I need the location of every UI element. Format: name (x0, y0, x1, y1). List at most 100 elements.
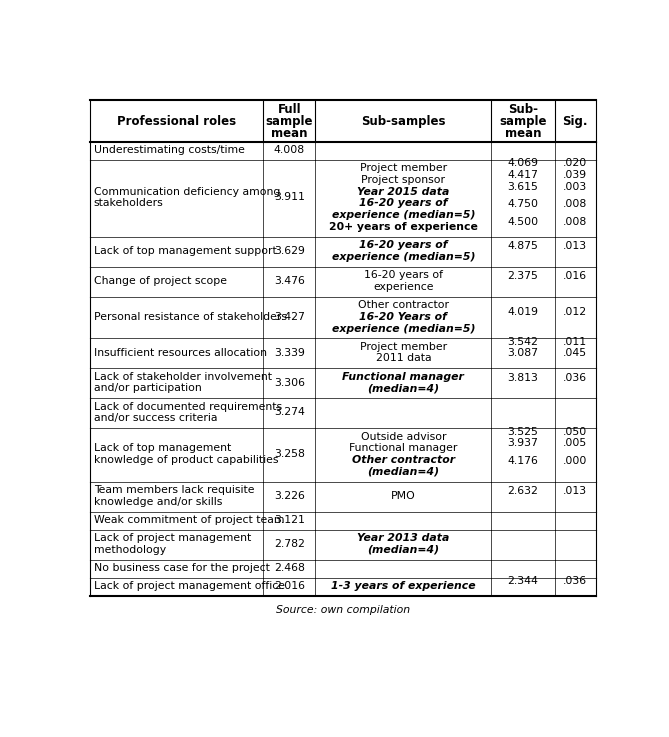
Text: 4.500: 4.500 (508, 217, 539, 227)
Text: No business case for the project: No business case for the project (94, 563, 270, 573)
Text: Other contractor: Other contractor (358, 300, 449, 310)
Text: .013: .013 (563, 486, 587, 496)
Text: Year 2013 data: Year 2013 data (357, 533, 450, 543)
Text: Lack of stakeholder involvement: Lack of stakeholder involvement (94, 371, 272, 382)
Text: and/or success criteria: and/or success criteria (94, 413, 217, 423)
Text: Year 2015 data: Year 2015 data (357, 186, 450, 197)
Text: 16-20 years of: 16-20 years of (359, 198, 448, 209)
Text: 3.121: 3.121 (274, 515, 304, 525)
Text: Project sponsor: Project sponsor (361, 175, 446, 185)
Text: .008: .008 (563, 217, 587, 227)
Text: Project member: Project member (360, 163, 447, 173)
Text: .013: .013 (563, 241, 587, 251)
Text: Lack of top management: Lack of top management (94, 443, 231, 453)
Text: 2.344: 2.344 (508, 576, 539, 586)
Text: .000: .000 (563, 456, 587, 466)
Text: 3.087: 3.087 (508, 349, 539, 358)
Text: .005: .005 (563, 439, 587, 448)
Text: Sub-samples: Sub-samples (361, 115, 446, 128)
Text: 2.016: 2.016 (274, 581, 305, 591)
Text: 1-3 years of experience: 1-3 years of experience (331, 581, 476, 591)
Text: 3.427: 3.427 (274, 312, 304, 322)
Text: experience (median=5): experience (median=5) (332, 324, 475, 334)
Text: 4.176: 4.176 (508, 456, 539, 466)
Text: Project member: Project member (360, 342, 447, 352)
Text: stakeholders: stakeholders (94, 198, 163, 209)
Text: Weak commitment of project team: Weak commitment of project team (94, 515, 284, 525)
Text: .050: .050 (563, 427, 587, 436)
Text: 3.813: 3.813 (508, 372, 539, 383)
Text: Sig.: Sig. (563, 115, 588, 128)
Text: (median=4): (median=4) (367, 383, 440, 394)
Text: 3.339: 3.339 (274, 348, 304, 357)
Text: sample: sample (266, 115, 313, 128)
Text: 3.525: 3.525 (508, 427, 539, 436)
Text: 16-20 Years of: 16-20 Years of (359, 312, 448, 322)
Text: 2.632: 2.632 (508, 486, 539, 496)
Text: 3.937: 3.937 (508, 439, 539, 448)
Text: knowledge of product capabilities: knowledge of product capabilities (94, 455, 278, 465)
Text: 4.417: 4.417 (508, 170, 539, 180)
Text: Source: own compilation: Source: own compilation (276, 606, 410, 615)
Text: 4.008: 4.008 (274, 145, 305, 155)
Text: .045: .045 (563, 349, 587, 358)
Text: .008: .008 (563, 199, 587, 209)
Text: and/or participation: and/or participation (94, 383, 201, 394)
Text: 4.069: 4.069 (508, 158, 539, 168)
Text: 3.274: 3.274 (274, 408, 304, 417)
Text: Full: Full (278, 103, 301, 116)
Text: knowledge and/or skills: knowledge and/or skills (94, 497, 222, 507)
Text: 3.226: 3.226 (274, 491, 304, 501)
Text: .012: .012 (563, 307, 587, 317)
Text: .039: .039 (563, 170, 587, 180)
Text: 3.542: 3.542 (508, 337, 539, 346)
Text: Insufficient resources allocation: Insufficient resources allocation (94, 348, 267, 357)
Text: 2.782: 2.782 (274, 539, 304, 549)
Text: Lack of project management: Lack of project management (94, 533, 251, 543)
Text: PMO: PMO (391, 491, 415, 501)
Text: 4.750: 4.750 (508, 199, 539, 209)
Text: 16-20 years of: 16-20 years of (359, 240, 448, 250)
Text: 4.875: 4.875 (508, 241, 539, 251)
Text: 2.468: 2.468 (274, 563, 304, 573)
Text: 3.476: 3.476 (274, 276, 304, 286)
Text: Lack of documented requirements: Lack of documented requirements (94, 402, 282, 411)
Text: mean: mean (271, 127, 308, 140)
Text: 16-20 years of: 16-20 years of (364, 270, 443, 280)
Text: 2011 data: 2011 data (375, 354, 432, 363)
Text: .003: .003 (563, 181, 587, 192)
Text: Outside advisor: Outside advisor (361, 432, 446, 441)
Text: experience: experience (373, 282, 434, 292)
Text: experience (median=5): experience (median=5) (332, 210, 475, 220)
Text: .036: .036 (563, 372, 587, 383)
Text: experience (median=5): experience (median=5) (332, 252, 475, 262)
Text: Lack of top management support: Lack of top management support (94, 246, 276, 256)
Text: methodology: methodology (94, 545, 166, 555)
Text: .011: .011 (563, 337, 587, 346)
Text: 3.615: 3.615 (508, 181, 539, 192)
Text: Underestimating costs/time: Underestimating costs/time (94, 145, 245, 155)
Text: sample: sample (499, 115, 547, 128)
Text: Communication deficiency among: Communication deficiency among (94, 186, 280, 197)
Text: Sub-: Sub- (508, 103, 538, 116)
Text: Team members lack requisite: Team members lack requisite (94, 485, 254, 495)
Text: Other contractor: Other contractor (352, 455, 455, 465)
Text: 3.258: 3.258 (274, 449, 304, 459)
Text: 20+ years of experience: 20+ years of experience (329, 222, 478, 232)
Text: .036: .036 (563, 576, 587, 586)
Text: 2.375: 2.375 (508, 271, 539, 281)
Text: Personal resistance of stakeholders: Personal resistance of stakeholders (94, 312, 287, 322)
Text: (median=4): (median=4) (367, 467, 440, 477)
Text: Functional manager: Functional manager (349, 443, 458, 453)
Text: (median=4): (median=4) (367, 545, 440, 555)
Text: 3.306: 3.306 (274, 377, 305, 388)
Text: .020: .020 (563, 158, 587, 168)
Text: 3.911: 3.911 (274, 192, 304, 203)
Text: 3.629: 3.629 (274, 246, 304, 256)
Text: mean: mean (505, 127, 541, 140)
Text: Functional manager: Functional manager (343, 371, 464, 382)
Text: Lack of project management office: Lack of project management office (94, 581, 285, 591)
Text: Professional roles: Professional roles (117, 115, 236, 128)
Text: 4.019: 4.019 (508, 307, 539, 317)
Text: Change of project scope: Change of project scope (94, 276, 227, 286)
